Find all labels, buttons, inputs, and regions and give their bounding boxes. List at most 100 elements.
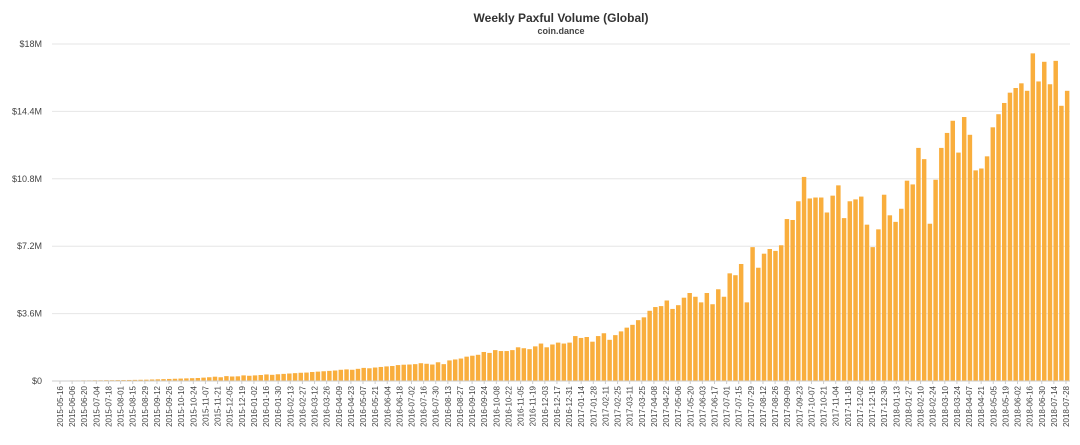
x-tick-label: 2015-08-01 (117, 385, 126, 426)
x-tick-label: 2017-07-15 (735, 385, 744, 426)
bar (407, 364, 412, 381)
bar (401, 364, 406, 381)
bar (961, 117, 967, 382)
bar (618, 331, 624, 381)
bar (126, 379, 132, 381)
bar (258, 375, 263, 381)
bar (224, 376, 229, 381)
x-tick-label: 2017-07-29 (747, 385, 756, 426)
bar (887, 215, 893, 381)
x-tick-label: 2015-07-18 (104, 385, 113, 426)
x-tick-label: 2017-08-12 (759, 385, 768, 426)
bar (452, 359, 458, 381)
bar (1036, 81, 1041, 381)
bar (533, 346, 538, 381)
bar (870, 247, 875, 381)
bar (132, 379, 138, 381)
bar (573, 336, 578, 381)
x-tick-label: 2016-09-10 (468, 385, 477, 426)
bar (189, 378, 195, 381)
bar (161, 379, 166, 381)
bar (921, 159, 927, 381)
x-tick-label: 2018-07-14 (1050, 385, 1059, 426)
bar (899, 208, 904, 381)
bar (367, 368, 372, 381)
bar (859, 196, 864, 381)
bar (847, 201, 853, 381)
bar (149, 379, 155, 381)
bar (418, 363, 424, 381)
bar (464, 356, 469, 381)
bar (956, 152, 961, 381)
bar (275, 374, 281, 381)
bar (372, 367, 378, 381)
bar (979, 168, 984, 381)
bar (818, 197, 824, 381)
x-tick-label: 2018-05-19 (1001, 385, 1010, 426)
bar (1001, 102, 1007, 381)
bar (304, 372, 309, 381)
x-tick-label: 2017-08-26 (771, 385, 780, 426)
bar (321, 371, 326, 381)
bar (1007, 92, 1013, 381)
y-tick-label: $10.8M (12, 174, 42, 184)
bar (778, 245, 784, 381)
x-tick-label: 2016-07-16 (420, 385, 429, 426)
x-tick-label: 2015-11-07 (201, 385, 210, 426)
x-tick-label: 2018-02-10 (917, 385, 926, 426)
bar (281, 373, 286, 381)
x-tick-label: 2015-12-19 (238, 385, 247, 426)
bar (475, 354, 481, 381)
bar (361, 367, 366, 381)
x-tick-label: 2018-06-16 (1026, 385, 1035, 426)
x-tick-label: 2015-09-12 (153, 385, 162, 426)
bar (167, 378, 172, 381)
y-tick-label: $18M (19, 39, 42, 49)
x-tick-label: 2017-07-01 (723, 385, 732, 426)
bar (287, 373, 292, 381)
bar (504, 351, 509, 381)
bar (201, 377, 206, 381)
bar (481, 351, 487, 381)
x-tick-label: 2018-05-05 (989, 385, 998, 426)
x-tick-label: 2017-10-21 (820, 385, 829, 426)
bar (796, 201, 801, 381)
bar (264, 374, 269, 381)
bar (944, 132, 950, 381)
x-tick-label: 2018-04-21 (977, 385, 986, 426)
bar (687, 293, 692, 381)
x-tick-label: 2017-02-25 (614, 385, 623, 426)
x-tick-label: 2015-12-05 (226, 385, 235, 426)
bar (327, 370, 332, 381)
x-tick-label: 2018-07-28 (1062, 385, 1071, 426)
x-tick-label: 2017-01-14 (577, 385, 586, 426)
x-tick-label: 2017-12-16 (868, 385, 877, 426)
bar (538, 343, 544, 381)
x-tick-label: 2018-04-07 (965, 385, 974, 426)
x-tick-label: 2018-06-02 (1014, 385, 1023, 426)
bar (990, 127, 996, 381)
bar (624, 327, 630, 381)
bar (601, 333, 607, 381)
x-tick-label: 2017-09-23 (795, 385, 804, 426)
bar (801, 176, 807, 381)
bar (590, 341, 595, 381)
x-tick-label: 2016-02-27 (298, 385, 307, 426)
bar (384, 366, 389, 381)
bar (144, 379, 149, 381)
y-tick-label: $0 (32, 376, 42, 386)
bar (527, 349, 532, 381)
x-tick-label: 2015-11-21 (214, 385, 223, 426)
bar (155, 379, 161, 381)
bar (733, 275, 738, 381)
bar (658, 306, 664, 381)
x-tick-label: 2017-06-03 (698, 385, 707, 426)
bar (458, 358, 464, 381)
x-tick-label: 2018-03-10 (941, 385, 950, 426)
bar (435, 362, 441, 381)
bar (653, 307, 658, 381)
x-tick-label: 2016-01-16 (262, 385, 271, 426)
bar (807, 198, 813, 381)
bar (555, 342, 561, 381)
x-tick-label: 2017-02-11 (601, 385, 610, 426)
